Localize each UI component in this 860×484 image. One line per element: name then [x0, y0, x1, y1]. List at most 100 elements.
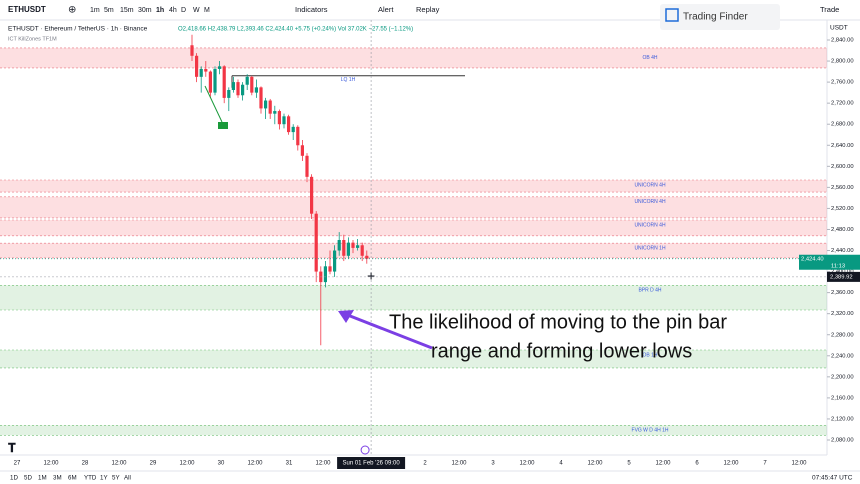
- candle-body: [236, 82, 240, 96]
- marker-line: [204, 85, 223, 123]
- time-label: 6: [695, 461, 699, 467]
- candle-body: [291, 126, 295, 133]
- crosshair-price-label: 2,389.92: [830, 274, 853, 280]
- price-tick-label: 2,720.00: [831, 101, 854, 107]
- time-label: 31: [286, 461, 293, 467]
- range-button[interactable]: 1M: [38, 475, 47, 482]
- candle-body: [241, 84, 245, 96]
- time-label: 12:00: [655, 461, 671, 467]
- range-button[interactable]: 3M: [53, 475, 62, 482]
- range-button[interactable]: 6M: [68, 475, 77, 482]
- time-label: 7: [763, 461, 767, 467]
- add-symbol[interactable]: ⊕: [68, 5, 76, 16]
- candle-body: [342, 240, 346, 256]
- crosshair-price-tag: [827, 271, 860, 282]
- candle-body: [323, 266, 327, 283]
- brand-logo: [665, 8, 679, 22]
- time-label: 27: [14, 461, 21, 467]
- candle-body: [213, 68, 217, 93]
- price-axis: 2,840.00 2,800.00 2,760.00 2,720.00 2,680.00…: [0, 20, 860, 455]
- price-tick-label: 2,840.00: [831, 38, 854, 44]
- candle-body: [208, 71, 212, 93]
- replay-button[interactable]: Replay: [416, 5, 440, 14]
- time-label: 12:00: [111, 461, 127, 467]
- price-tick-label: 2,160.00: [831, 395, 854, 401]
- price-tick-label: 2,480.00: [831, 227, 854, 233]
- brand: Trading Finder: [683, 12, 748, 23]
- time-label: 12:00: [43, 461, 59, 467]
- time-label: 2: [423, 461, 427, 467]
- liquidity-label: LQ 1H: [341, 77, 356, 83]
- price-tick-label: 2,200.00: [831, 374, 854, 380]
- legend-title: ETHUSDT · Ethereum / TetherUS · 1h · Bin…: [8, 26, 148, 33]
- candle-body: [204, 68, 208, 72]
- zone: [0, 47, 827, 68]
- candle-body: [273, 111, 277, 114]
- alert-button[interactable]: Alert: [378, 5, 394, 14]
- indicators-button[interactable]: Indicators: [295, 5, 328, 14]
- zone: [0, 285, 827, 310]
- price-tick-label: 2,520.00: [831, 206, 854, 212]
- indicator-name: ICT KillZones TF1M: [8, 36, 57, 42]
- marker: [218, 122, 228, 129]
- cursor: +: [367, 268, 375, 284]
- zone-label: UNICORN 1H: [634, 245, 666, 251]
- candle-body: [351, 242, 355, 248]
- trade-button[interactable]: Trade: [820, 5, 839, 14]
- candle-body: [190, 45, 194, 56]
- range-button[interactable]: YTD: [84, 475, 97, 482]
- zone-label: UNICORN 4H: [634, 182, 666, 188]
- candle-body: [259, 87, 263, 109]
- zone: [0, 243, 827, 258]
- range-button[interactable]: 1D: [10, 475, 18, 482]
- candle-body: [305, 155, 309, 177]
- candle-body: [218, 66, 222, 69]
- timeframe[interactable]: D: [181, 7, 186, 14]
- candle-body: [365, 255, 369, 259]
- brand-box: [660, 4, 780, 30]
- candle-body: [346, 242, 350, 256]
- timeframe[interactable]: 1m: [90, 7, 100, 14]
- zone: [0, 350, 827, 368]
- candles: [190, 34, 369, 346]
- tv-logo: 𝐓: [8, 441, 16, 455]
- zone: [0, 425, 827, 436]
- candle-body: [268, 100, 272, 114]
- zone-label: OB 1H: [642, 352, 657, 358]
- zone-label: UNICORN 4H: [634, 199, 666, 205]
- timeframe[interactable]: 4h: [169, 7, 177, 14]
- timeframes: 1m 5m 15m 30m 1h 4h D W M: [90, 7, 210, 14]
- time-label: 30: [218, 461, 225, 467]
- candle-body: [337, 240, 341, 251]
- time-label: 12:00: [451, 461, 467, 467]
- range-button[interactable]: All: [124, 475, 131, 482]
- candle-body: [356, 245, 360, 248]
- candle-body: [333, 250, 337, 272]
- last-price-tag: [799, 254, 860, 270]
- zone-label: OB 4H: [642, 55, 657, 61]
- candle-body: [300, 145, 304, 156]
- timeframe[interactable]: 30m: [138, 7, 152, 14]
- range-button[interactable]: 5D: [24, 475, 32, 482]
- zone: [0, 196, 827, 218]
- candle-body: [314, 213, 318, 272]
- footer: 1D 5D 1M 3M 6M YTD 1Y 5Y All: [10, 475, 131, 482]
- currency: USDT: [830, 25, 848, 32]
- range-button[interactable]: 1Y: [100, 475, 108, 482]
- range-button[interactable]: 5Y: [112, 475, 120, 482]
- price-tick-label: 2,560.00: [831, 185, 854, 191]
- timeframe[interactable]: 15m: [120, 7, 134, 14]
- zone-label: UNICORN 4H: [634, 222, 666, 228]
- price-tick-label: 2,080.00: [831, 438, 854, 444]
- candle-body: [250, 76, 254, 93]
- candle-body: [287, 116, 291, 133]
- zone: [0, 180, 827, 193]
- timeframe[interactable]: M: [204, 7, 210, 14]
- timeframe[interactable]: 5m: [104, 7, 114, 14]
- timeframe[interactable]: W: [193, 7, 200, 14]
- timeframe[interactable]: 1h: [156, 7, 164, 14]
- time-label: 4: [559, 461, 563, 467]
- symbol[interactable]: ETHUSDT: [8, 5, 46, 14]
